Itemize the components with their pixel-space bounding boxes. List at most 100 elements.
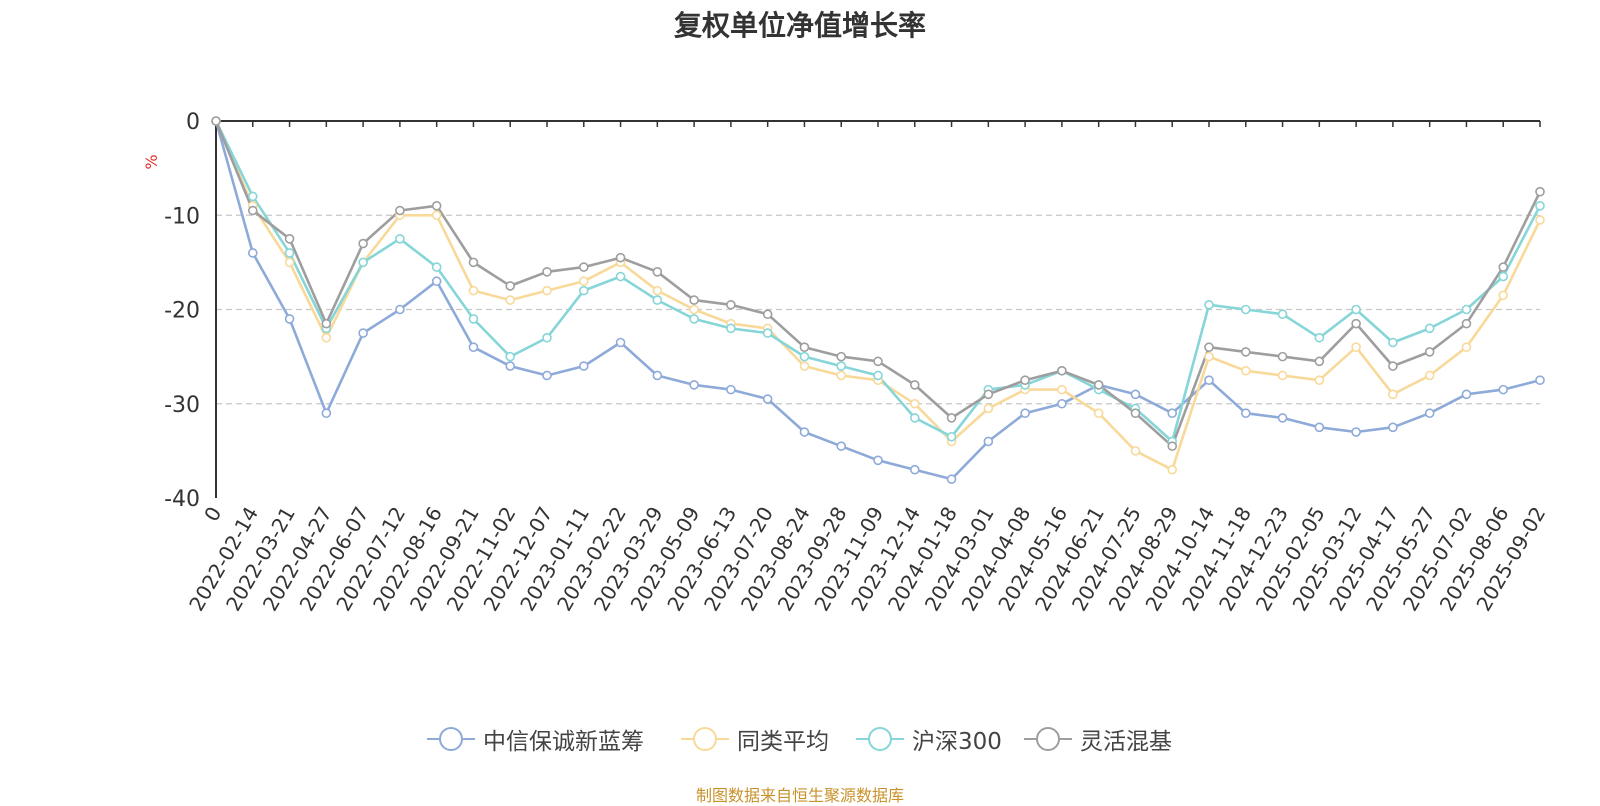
data-point-2 bbox=[909, 413, 920, 423]
data-point-0 bbox=[1204, 375, 1214, 385]
y-tick-label: -20 bbox=[164, 299, 200, 324]
data-point-3 bbox=[1020, 375, 1030, 385]
data-point-0 bbox=[1424, 408, 1435, 418]
source-note: 制图数据来自恒生聚源数据库 bbox=[695, 786, 904, 805]
data-point-3 bbox=[1314, 356, 1325, 367]
data-point-0 bbox=[1130, 389, 1141, 400]
legend-label-3: 灵活混基 bbox=[1080, 729, 1172, 755]
data-point-2 bbox=[578, 285, 589, 296]
data-point-3 bbox=[1093, 380, 1104, 390]
data-point-3 bbox=[1498, 262, 1509, 272]
data-point-0 bbox=[909, 464, 920, 475]
data-point-0 bbox=[1277, 413, 1288, 423]
data-point-0 bbox=[358, 328, 368, 338]
data-point-0 bbox=[1314, 422, 1325, 433]
data-point-1 bbox=[836, 370, 847, 381]
data-point-2 bbox=[284, 248, 295, 258]
marker-layer bbox=[211, 116, 1545, 484]
data-point-2 bbox=[1424, 323, 1435, 334]
data-point-0 bbox=[284, 314, 295, 324]
data-point-1 bbox=[983, 403, 994, 414]
data-point-3 bbox=[1057, 365, 1067, 376]
data-point-3 bbox=[1240, 347, 1251, 357]
data-point-2 bbox=[762, 328, 773, 338]
data-point-0 bbox=[395, 304, 405, 315]
data-point-1 bbox=[1424, 370, 1435, 381]
data-point-2 bbox=[1535, 201, 1545, 211]
legend-label-0: 中信保诚新蓝筹 bbox=[483, 729, 644, 755]
data-point-1 bbox=[1057, 384, 1067, 395]
data-point-3 bbox=[1277, 351, 1288, 362]
data-point-0 bbox=[1020, 408, 1030, 418]
data-point-0 bbox=[1388, 422, 1398, 433]
data-point-0 bbox=[505, 361, 516, 371]
data-point-0 bbox=[689, 380, 699, 390]
data-point-3 bbox=[909, 380, 920, 390]
data-point-2 bbox=[468, 314, 479, 324]
data-point-3 bbox=[689, 295, 699, 305]
legend-marker-3 bbox=[1024, 727, 1072, 751]
data-point-0 bbox=[615, 337, 626, 348]
legend-item-2[interactable]: 沪深300 bbox=[856, 722, 1002, 756]
data-point-2 bbox=[1388, 337, 1398, 348]
data-point-0 bbox=[652, 370, 663, 381]
data-point-1 bbox=[652, 285, 663, 296]
data-point-0 bbox=[946, 474, 957, 484]
data-point-1 bbox=[1277, 370, 1288, 381]
data-point-3 bbox=[1351, 318, 1361, 329]
series-line-2 bbox=[214, 120, 1542, 443]
data-point-3 bbox=[652, 266, 663, 277]
data-point-2 bbox=[726, 323, 736, 334]
data-point-3 bbox=[726, 299, 736, 310]
data-point-1 bbox=[1167, 464, 1178, 475]
legend-marker-0 bbox=[427, 727, 475, 751]
data-point-3 bbox=[1388, 361, 1398, 371]
axes: 0-10-20-30-4002022-02-142022-03-212022-0… bbox=[164, 110, 1550, 615]
data-point-1 bbox=[1351, 342, 1361, 353]
legend-marker-2 bbox=[856, 727, 904, 751]
data-point-2 bbox=[689, 314, 699, 324]
legend-item-3[interactable]: 灵活混基 bbox=[1024, 722, 1172, 756]
data-point-0 bbox=[1240, 408, 1251, 418]
data-point-1 bbox=[542, 285, 552, 296]
data-point-2 bbox=[1498, 271, 1509, 282]
data-point-2 bbox=[1351, 304, 1361, 315]
data-point-0 bbox=[1461, 389, 1472, 400]
data-point-1 bbox=[284, 257, 295, 268]
legend-marker-1 bbox=[681, 727, 729, 751]
data-point-3 bbox=[321, 318, 332, 329]
legend-item-0[interactable]: 中信保诚新蓝筹 bbox=[427, 722, 644, 756]
data-point-1 bbox=[505, 295, 516, 305]
data-point-3 bbox=[836, 351, 847, 362]
data-point-3 bbox=[799, 342, 810, 353]
data-point-1 bbox=[1130, 446, 1141, 456]
data-point-2 bbox=[1277, 309, 1288, 320]
y-tick-label: -10 bbox=[164, 204, 200, 229]
data-point-2 bbox=[395, 234, 405, 244]
y-tick-label: 0 bbox=[186, 110, 200, 135]
data-point-0 bbox=[247, 248, 258, 258]
x-tick-label: 0 bbox=[199, 503, 226, 526]
data-point-0 bbox=[1167, 408, 1178, 418]
chart-title: 复权单位净值增长率 bbox=[673, 9, 926, 42]
data-point-0 bbox=[468, 342, 479, 353]
data-point-2 bbox=[1314, 332, 1325, 343]
data-point-3 bbox=[983, 389, 994, 400]
data-point-3 bbox=[1167, 441, 1178, 451]
data-point-1 bbox=[321, 332, 332, 343]
series-layer bbox=[214, 120, 1542, 481]
data-point-1 bbox=[1314, 375, 1325, 385]
data-point-0 bbox=[542, 370, 552, 381]
data-point-3 bbox=[873, 356, 883, 367]
legend-label-1: 同类平均 bbox=[737, 729, 829, 755]
data-point-1 bbox=[1093, 408, 1104, 418]
data-point-3 bbox=[946, 413, 957, 423]
y-tick-label: -30 bbox=[164, 393, 200, 418]
data-point-1 bbox=[1535, 215, 1545, 225]
data-point-0 bbox=[726, 384, 736, 395]
data-point-0 bbox=[431, 276, 442, 287]
data-point-3 bbox=[211, 116, 221, 126]
legend-item-1[interactable]: 同类平均 bbox=[681, 722, 829, 756]
data-point-1 bbox=[909, 398, 920, 409]
